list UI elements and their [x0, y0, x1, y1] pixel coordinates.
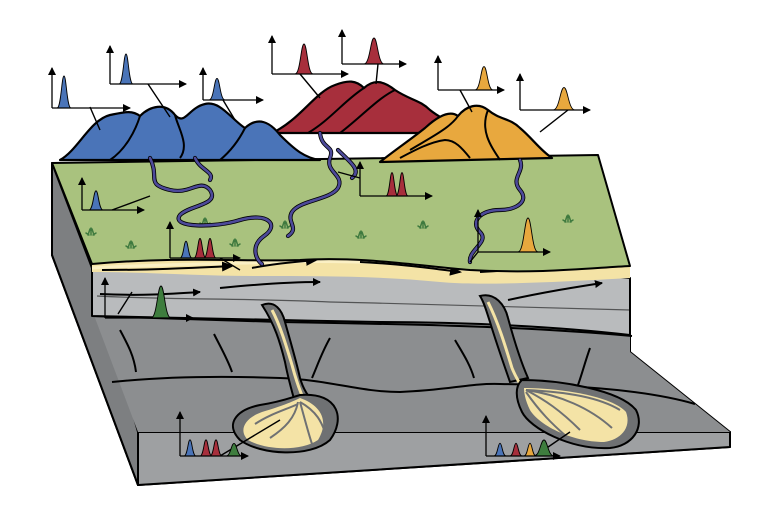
distribution-peak-blue	[88, 190, 104, 211]
plot-blue-1	[48, 67, 131, 131]
subsurface-flow-arrow-2	[219, 278, 321, 289]
plot-leader-line	[219, 419, 281, 457]
distribution-peak-green_sample	[533, 439, 555, 457]
plot-leader-line	[111, 195, 151, 211]
red-mountains	[270, 80, 472, 135]
plot-leader-line	[147, 83, 171, 118]
plot-fan-right	[482, 415, 571, 460]
grass-plain	[51, 154, 631, 273]
distribution-peak-green_sample	[150, 285, 172, 319]
blue-mountains	[58, 102, 322, 162]
distribution-peak-red	[203, 237, 217, 259]
grass-tufts	[85, 214, 574, 249]
plot-blue-3	[199, 67, 264, 121]
distribution-plots	[48, 29, 591, 460]
left-channel-fan	[231, 302, 339, 454]
plot-leader-line	[222, 99, 236, 121]
distribution-peak-green_sample	[225, 442, 243, 457]
distribution-peak-blue	[183, 439, 197, 457]
plot-red-2	[338, 29, 407, 85]
plot-red-1	[268, 35, 349, 99]
plot-leader-line	[219, 257, 241, 271]
distribution-peak-orange	[474, 66, 494, 91]
distribution-peak-orange	[523, 442, 537, 457]
plot-leader-line	[117, 291, 133, 315]
block-left-edge	[51, 162, 139, 486]
plot-leader-line	[299, 73, 321, 99]
distribution-peak-blue	[493, 442, 507, 457]
plot-leader-line	[89, 106, 101, 131]
plot-fan-left	[176, 411, 281, 460]
right-channel-fan	[478, 294, 640, 450]
surface-flow-arrow-2	[251, 255, 318, 269]
distribution-peak-red	[199, 439, 213, 457]
distribution-peak-blue	[208, 77, 226, 101]
plot-orange-1	[434, 55, 505, 113]
plot-plain-red	[337, 161, 433, 200]
plot-plain-blue	[78, 177, 151, 214]
distribution-peak-blue	[118, 53, 134, 85]
surface-flow-arrow-3	[359, 261, 462, 276]
block-front-base	[137, 431, 731, 486]
plot-leader-line	[469, 251, 479, 263]
river-network	[147, 130, 526, 267]
distribution-peak-red	[385, 172, 399, 197]
distribution-peak-red	[395, 172, 409, 197]
distribution-peak-blue	[179, 240, 193, 259]
distribution-peak-red	[209, 439, 223, 457]
distribution-peak-orange	[517, 217, 539, 253]
plot-leader-line	[375, 63, 379, 85]
plot-blue-2	[106, 45, 187, 118]
subsurface-flow-arrow-3	[507, 280, 603, 301]
distribution-peak-red	[363, 37, 385, 65]
plot-plain-orange	[469, 209, 551, 263]
plot-subsurface-green	[101, 277, 194, 322]
distribution-peak-blue	[56, 75, 72, 109]
distribution-peak-red	[509, 442, 523, 457]
distribution-peak-red	[193, 237, 207, 259]
distribution-peak-red	[294, 43, 314, 75]
plot-plain-mixed	[166, 221, 241, 271]
orange-mountains	[378, 104, 554, 164]
subsurface-flow-arrow-1	[99, 288, 201, 297]
surface-flow-arrow-1	[101, 261, 234, 272]
plot-leader-line	[459, 89, 473, 113]
distribution-peak-orange	[552, 87, 576, 111]
plot-leader-line	[539, 109, 569, 133]
plot-orange-2	[516, 73, 591, 133]
plot-leader-line	[337, 171, 361, 179]
